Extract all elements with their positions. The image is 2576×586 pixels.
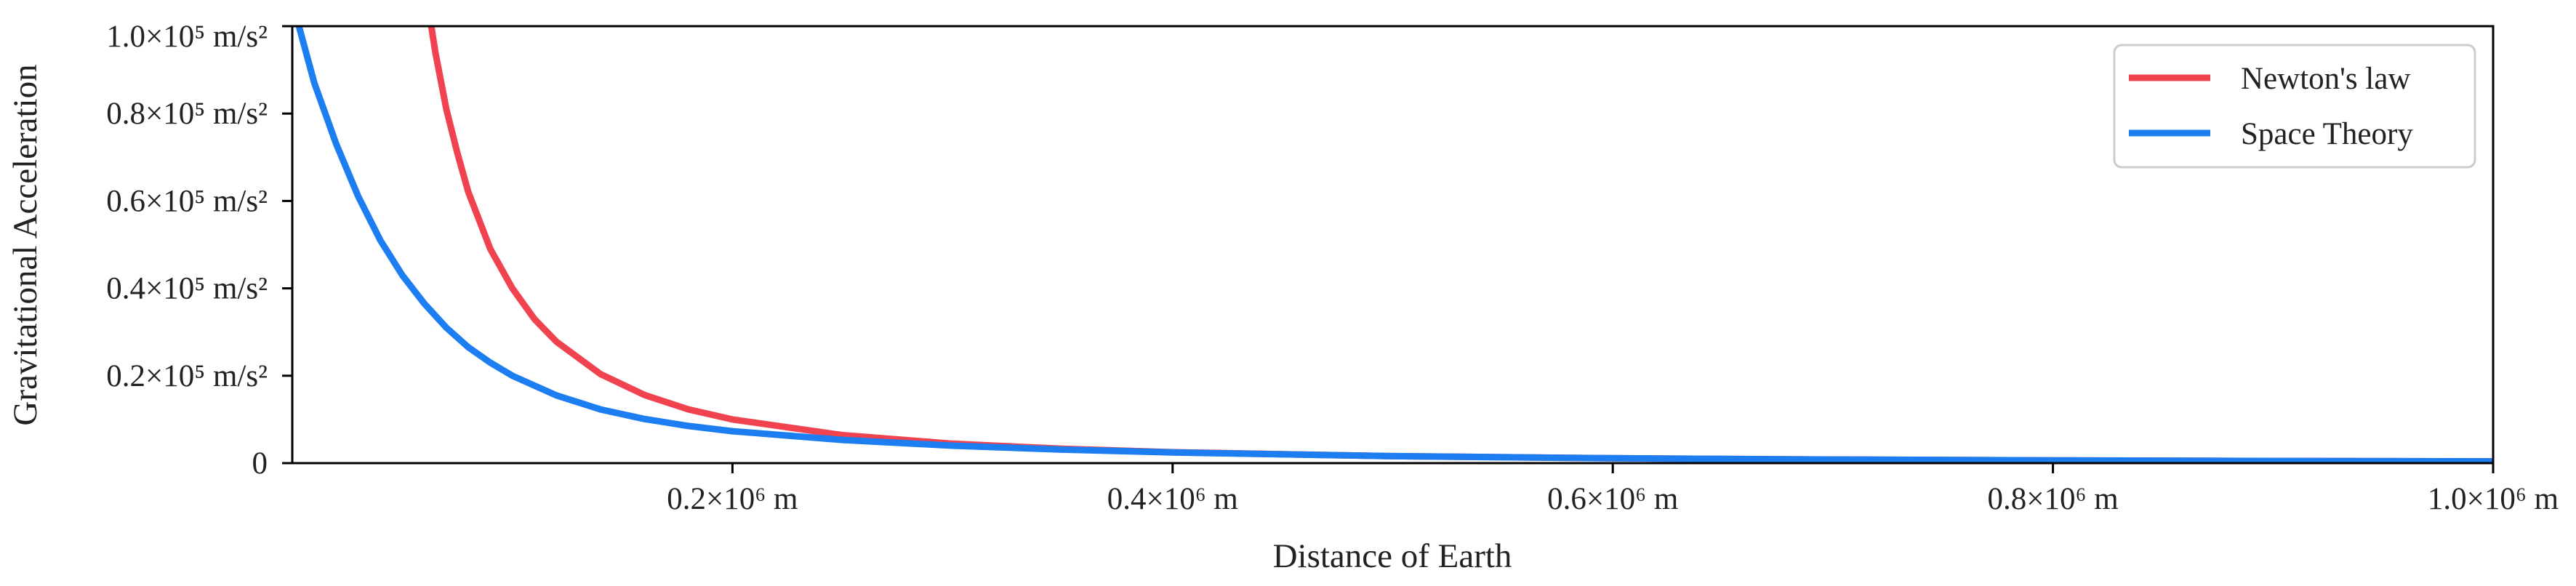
y-tick-label: 0.8×10⁵ m/s² [106, 97, 268, 131]
y-axis-label: Gravitational Acceleration [7, 64, 44, 425]
legend-label: Space Theory [2241, 117, 2413, 151]
legend-label: Newton's law [2241, 62, 2410, 96]
legend: Newton's law Space Theory [2113, 44, 2476, 169]
x-axis-label: Distance of Earth [1273, 537, 1512, 575]
x-axis: 0.2×10⁶ m 0.4×10⁶ m 0.6×10⁶ m 0.8×10⁶ m 1.0×… [667, 463, 2559, 516]
x-tick-label: 0.4×10⁶ m [1107, 482, 1238, 516]
y-axis: 0 0.2×10⁵ m/s² 0.4×10⁵ m/s² 0.6×10⁵ m/s² 0.8… [106, 20, 292, 481]
y-tick-label: 1.0×10⁵ m/s² [106, 20, 268, 54]
x-tick-label: 0.2×10⁶ m [667, 482, 798, 516]
plot-frame [291, 25, 2495, 465]
y-tick-label: 0.4×10⁵ m/s² [106, 272, 268, 306]
x-tick-label: 0.6×10⁶ m [1547, 482, 1678, 516]
series-line-2 [295, 26, 2493, 463]
y-tick-label: 0.2×10⁵ m/s² [106, 359, 268, 393]
y-tick-label: 0.6×10⁵ m/s² [106, 184, 268, 218]
y-tick-label: 0 [252, 446, 268, 481]
x-tick-label: 1.0×10⁶ m [2428, 482, 2559, 516]
series-layer [295, 26, 2493, 463]
x-tick-label: 0.8×10⁶ m [1987, 482, 2118, 516]
